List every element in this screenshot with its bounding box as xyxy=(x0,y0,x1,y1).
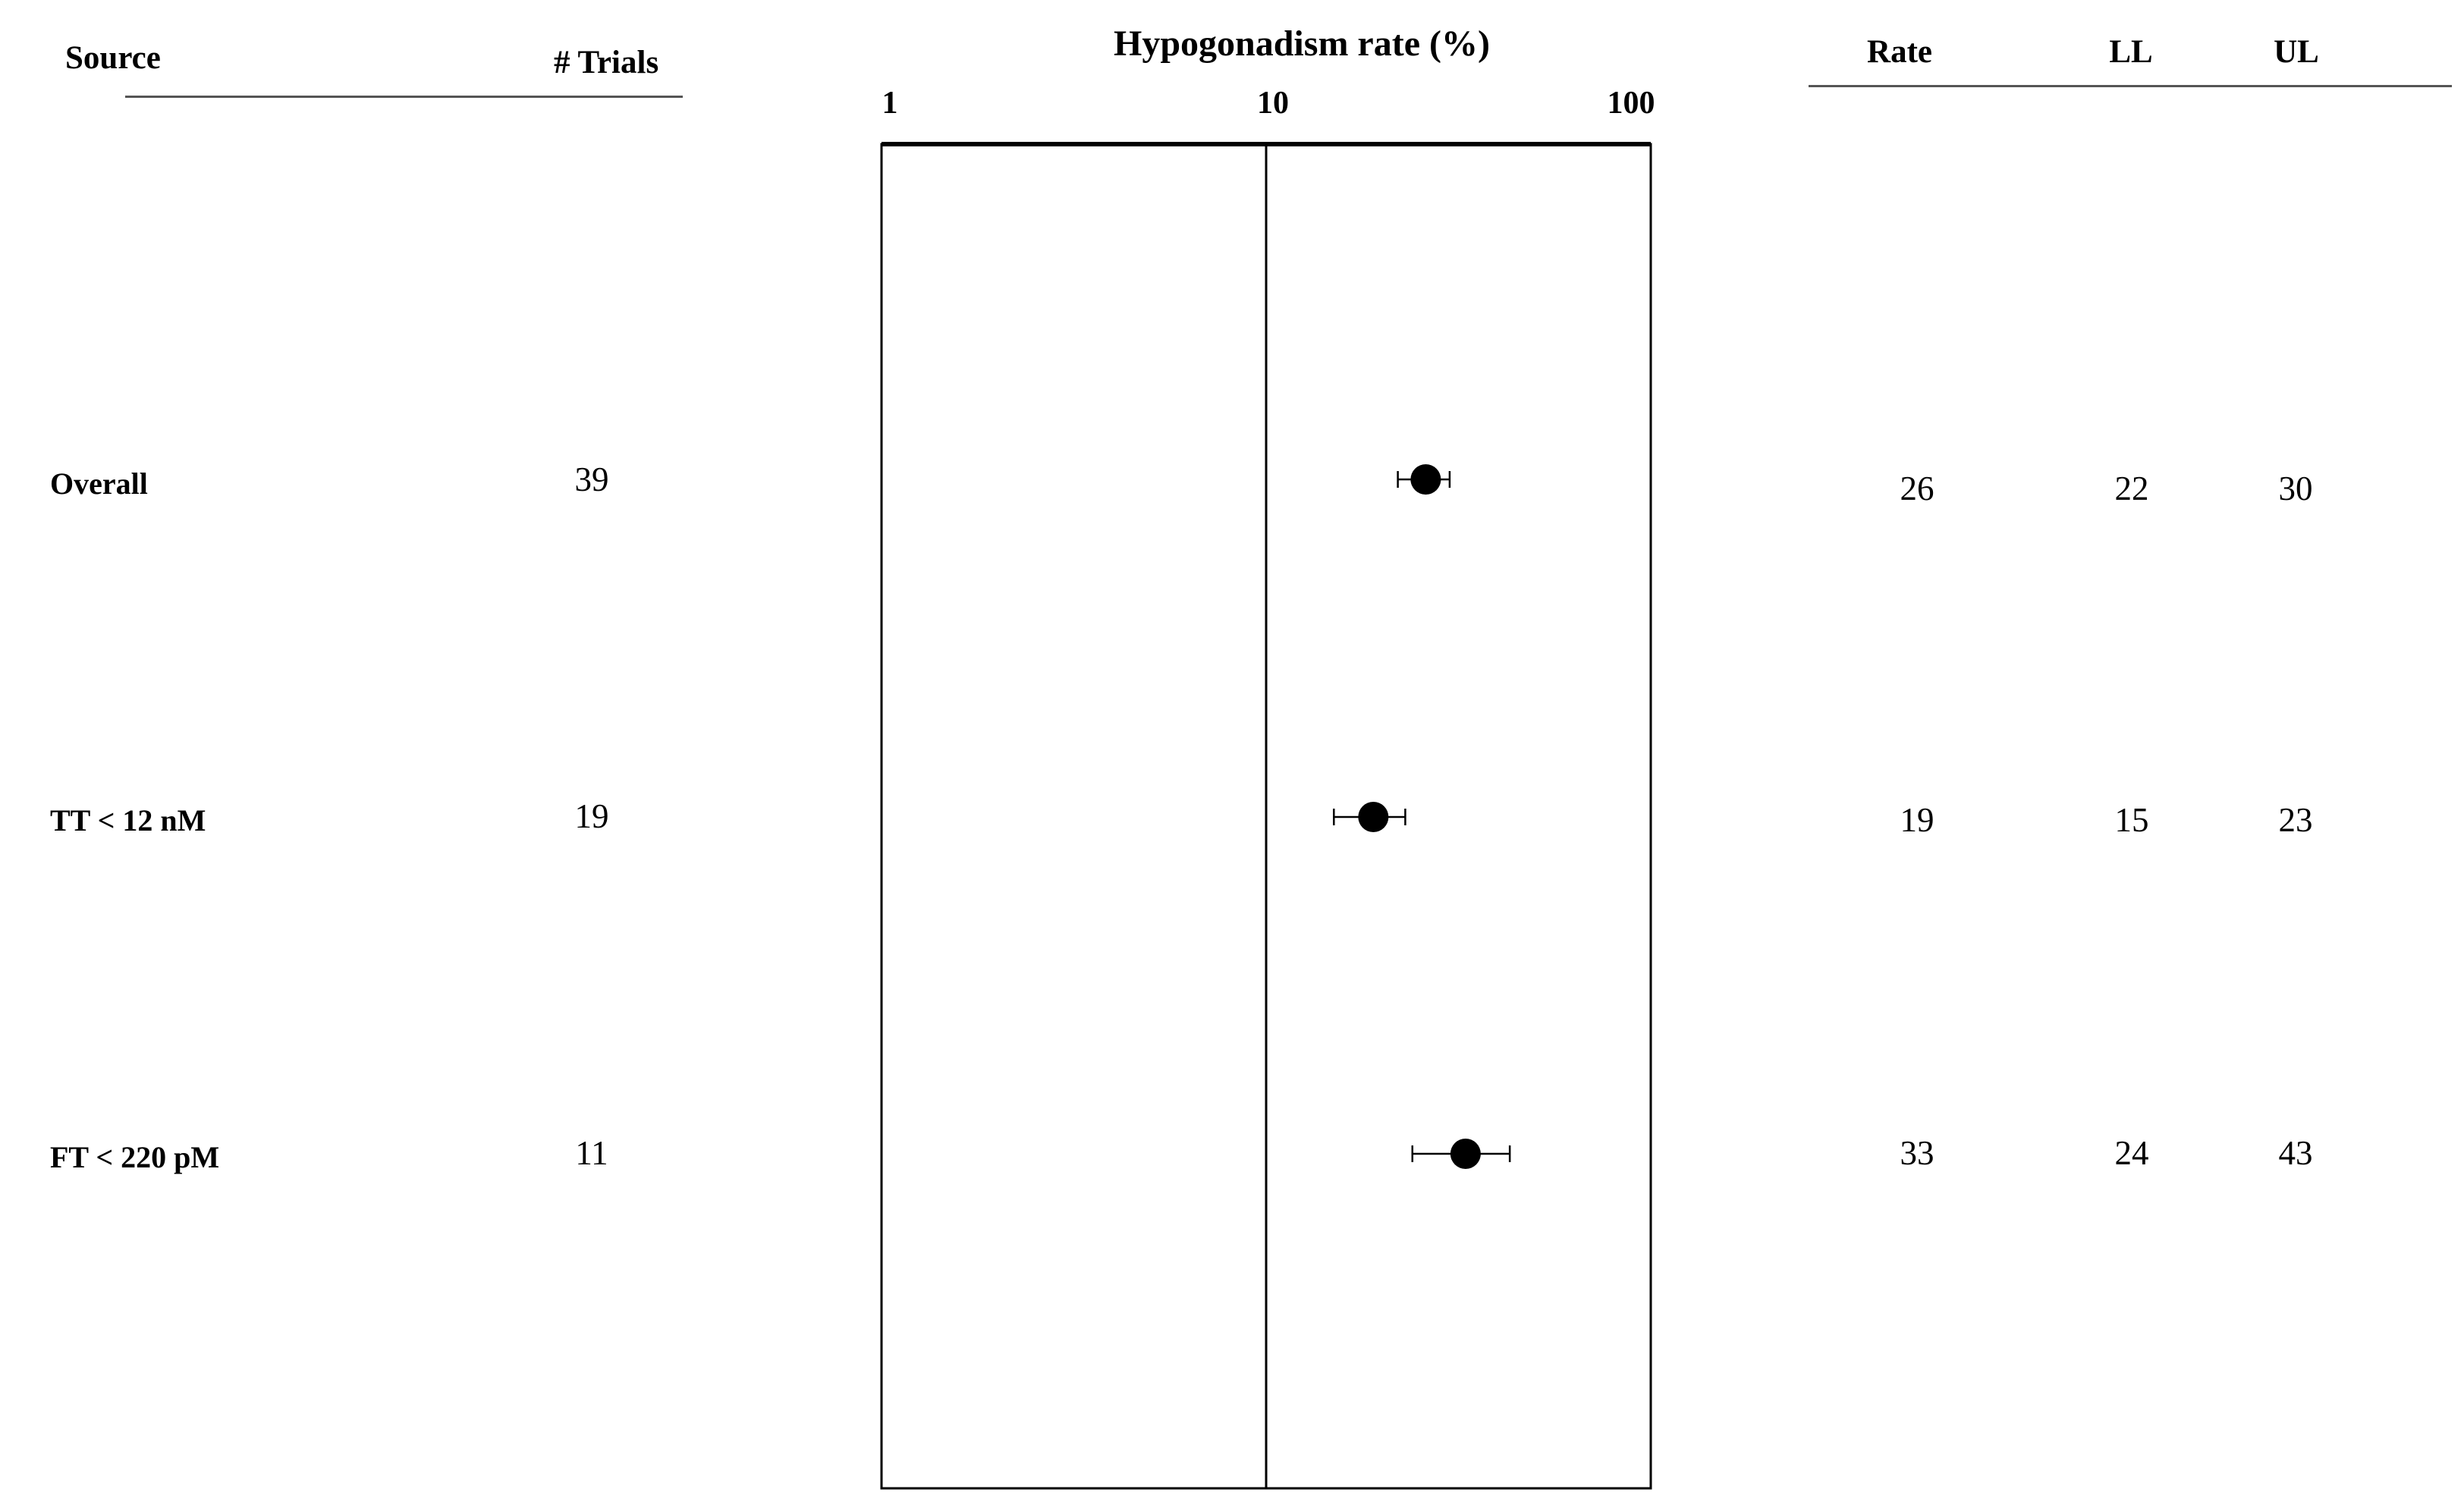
x-tick-label: 100 xyxy=(1607,86,1655,121)
row-source-label: TT < 12 nM xyxy=(50,803,206,837)
row-ll-value: 22 xyxy=(2114,470,2149,507)
source-column-header: Source xyxy=(65,40,161,76)
row-ll-value: 24 xyxy=(2114,1134,2149,1172)
row-rate-value: 26 xyxy=(1900,470,1934,507)
chart-title: Hypogonadism rate (%) xyxy=(1114,24,1490,64)
right-header-rule xyxy=(1809,85,2452,87)
rate-point xyxy=(1450,1139,1481,1169)
rate-column-header: Rate xyxy=(1867,34,1932,70)
row-source-label: Overall xyxy=(50,467,148,501)
row-trials-value: 11 xyxy=(575,1134,608,1172)
x-tick-label: 10 xyxy=(1257,86,1289,121)
row-ll-value: 15 xyxy=(2114,801,2149,839)
row-rate-value: 19 xyxy=(1900,801,1934,839)
ll-column-header: LL xyxy=(2109,34,2153,70)
row-trials-value: 19 xyxy=(574,797,609,835)
ul-column-header: UL xyxy=(2274,34,2319,70)
row-ul-value: 43 xyxy=(2278,1134,2313,1172)
row-ul-value: 23 xyxy=(2278,801,2313,839)
rate-point xyxy=(1410,464,1441,495)
x-tick-label: 1 xyxy=(882,86,898,121)
left-header-rule xyxy=(125,96,683,98)
rate-point xyxy=(1358,802,1389,832)
row-trials-value: 39 xyxy=(574,460,609,498)
row-rate-value: 33 xyxy=(1900,1134,1934,1172)
trials-column-header: # Trials xyxy=(554,45,659,80)
row-source-label: FT < 220 pM xyxy=(50,1140,220,1174)
row-ul-value: 30 xyxy=(2278,470,2313,507)
